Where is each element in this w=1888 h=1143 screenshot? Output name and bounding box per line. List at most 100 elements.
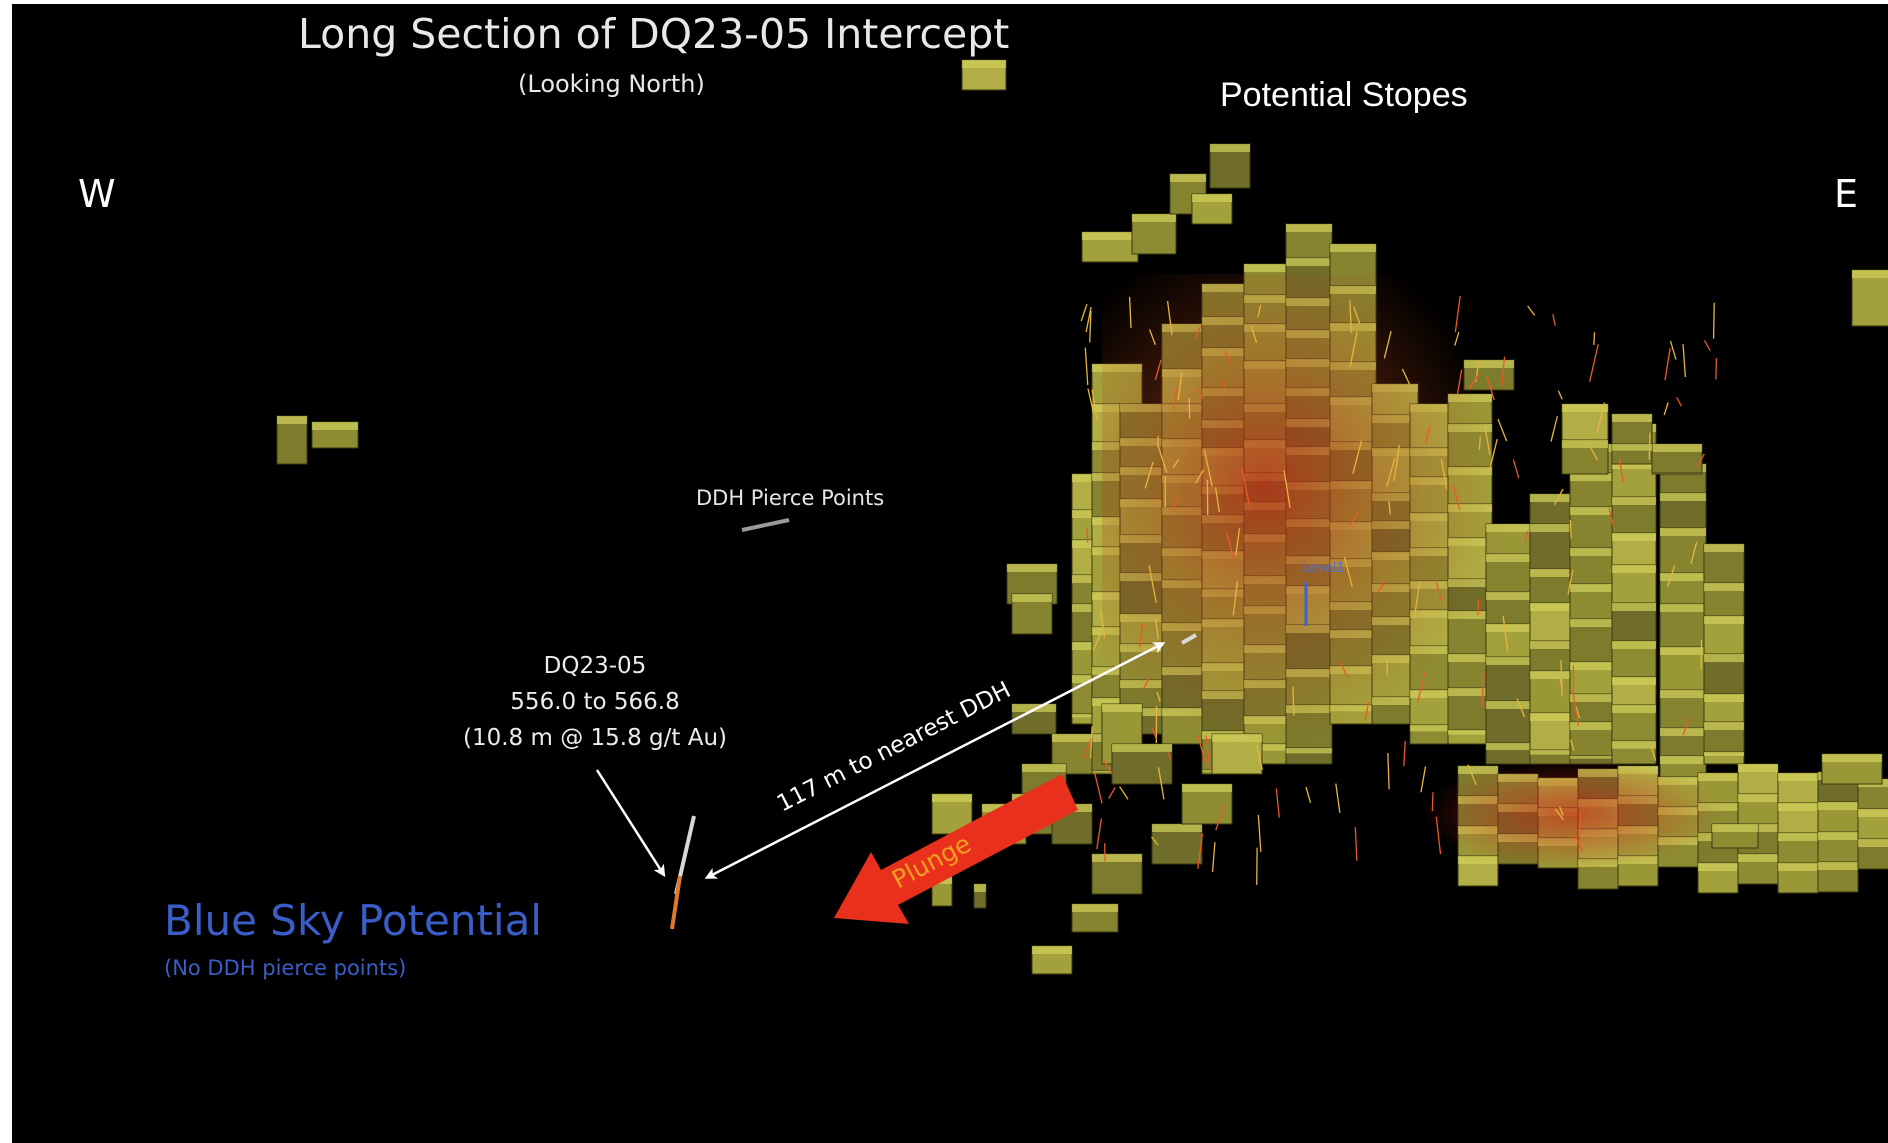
stope-block-top-face bbox=[1704, 752, 1744, 756]
stope-wireframe-line bbox=[1593, 332, 1596, 346]
stope-block-top-face bbox=[1660, 647, 1706, 655]
stope-block-top-face bbox=[1530, 603, 1574, 611]
stope-wireframe-line bbox=[1257, 814, 1262, 853]
distance-label: 117 m to nearest DDH bbox=[773, 677, 1015, 817]
blue-sky-note: (No DDH pierce points) bbox=[164, 956, 407, 980]
stope-wireframe-line bbox=[1203, 449, 1213, 487]
stope-block-top-face bbox=[1562, 404, 1608, 412]
stope-wireframe-line bbox=[1086, 527, 1089, 543]
stope-block-top-face bbox=[1570, 756, 1614, 759]
stope-wireframe-line bbox=[1413, 581, 1421, 619]
stope-wireframe-line bbox=[1467, 764, 1477, 785]
stope-block-top-face bbox=[1286, 224, 1332, 232]
stope-wireframe-line bbox=[1664, 348, 1671, 381]
stope-block-top-face bbox=[1660, 756, 1706, 764]
east-direction-label: E bbox=[1834, 172, 1859, 216]
stope-wireframe-line bbox=[1172, 387, 1178, 411]
stope-block-top-face bbox=[1738, 854, 1778, 862]
stope-block-top-face bbox=[1112, 744, 1172, 752]
stope-wireframe-line bbox=[1388, 500, 1391, 515]
stope-wireframe-line bbox=[1339, 661, 1348, 677]
stope-wireframe-line bbox=[1241, 468, 1251, 506]
stope-wireframe-line bbox=[1349, 300, 1353, 333]
stope-wireframe-line bbox=[1648, 432, 1651, 460]
long-section-canvas: 117 m to nearest DDH Plunge Long Section… bbox=[12, 4, 1888, 1143]
stope-block-top-face bbox=[1652, 444, 1702, 452]
level-label: Level1 bbox=[1302, 561, 1345, 576]
stope-wireframe-line bbox=[1454, 331, 1460, 346]
stope-wireframe-line bbox=[1596, 402, 1606, 434]
stope-block-top-face bbox=[1458, 856, 1498, 864]
stope-wireframe-line bbox=[1250, 326, 1258, 343]
stope-wireframe-line bbox=[1235, 528, 1241, 556]
stope-wireframe-line bbox=[1401, 368, 1411, 385]
stope-wireframe-line bbox=[1100, 609, 1106, 639]
stope-wireframe-line bbox=[1669, 340, 1677, 360]
stope-block-top-face bbox=[1778, 773, 1818, 781]
stope-block-top-face bbox=[1778, 863, 1818, 871]
stope-wireframe-line bbox=[1096, 818, 1103, 850]
stope-wireframe-line bbox=[1194, 325, 1202, 339]
stope-block-top-face bbox=[1530, 750, 1574, 755]
stope-wireframe-line bbox=[1524, 530, 1529, 543]
west-direction-label: W bbox=[78, 172, 116, 216]
stope-block-top-face bbox=[1704, 694, 1744, 702]
stope-wireframe-line bbox=[1715, 358, 1718, 380]
stope-block-top-face bbox=[1660, 604, 1706, 612]
stope-wireframe-line bbox=[1550, 415, 1559, 442]
stope-block-top-face bbox=[1562, 440, 1608, 448]
stope-block-top-face bbox=[1858, 809, 1888, 817]
stope-wireframe-line bbox=[1232, 580, 1239, 616]
stope-block-top-face bbox=[1152, 824, 1202, 832]
stope-wireframe-line bbox=[1456, 369, 1463, 395]
stope-block-top-face bbox=[1698, 773, 1738, 781]
stope-block-top-face bbox=[1660, 573, 1706, 581]
stope-block-top-face bbox=[1570, 507, 1614, 515]
stope-wireframe-line bbox=[1666, 565, 1676, 588]
stope-wireframe-line bbox=[1452, 484, 1461, 510]
stope-grade-heat-lower bbox=[1422, 759, 1722, 869]
stope-wireframe-line bbox=[1618, 457, 1624, 482]
stope-wireframe-line bbox=[1712, 302, 1715, 339]
drillhole-name: DQ23-05 bbox=[543, 653, 647, 679]
stope-wireframe-line bbox=[1480, 671, 1485, 709]
stope-wireframe-line bbox=[1215, 804, 1226, 831]
stope-wireframe-line bbox=[1663, 402, 1669, 416]
stope-block-top-face bbox=[1007, 564, 1057, 572]
stope-wireframe-line bbox=[1197, 833, 1204, 869]
stope-wireframe-line bbox=[1469, 373, 1480, 389]
stope-wireframe-line bbox=[1292, 686, 1295, 716]
stope-wireframe-line bbox=[1589, 344, 1599, 382]
stope-wireframe-line bbox=[1226, 532, 1235, 559]
stope-block-top-face bbox=[1612, 705, 1656, 713]
stope-block-top-face bbox=[1530, 671, 1574, 679]
stope-wireframe-line bbox=[1512, 459, 1520, 479]
stope-wireframe-line bbox=[1424, 425, 1431, 445]
stope-wireframe-line bbox=[1094, 772, 1103, 804]
stope-block-top-face bbox=[1032, 946, 1072, 954]
stope-wireframe-line bbox=[1205, 735, 1211, 770]
stope-block-top-face bbox=[1570, 619, 1614, 627]
stope-block-top-face bbox=[1612, 603, 1656, 611]
stope-block-top-face bbox=[1738, 794, 1778, 802]
stope-wireframe-line bbox=[1214, 487, 1220, 513]
stope-wireframe-line bbox=[1569, 520, 1572, 540]
stope-wireframe-line bbox=[1352, 440, 1363, 474]
stope-wireframe-line bbox=[1420, 766, 1427, 793]
stope-wireframe-line bbox=[1085, 306, 1092, 333]
stope-wireframe-line bbox=[1575, 706, 1581, 719]
stope-block-top-face bbox=[1244, 264, 1290, 272]
stope-wireframe-line bbox=[1497, 418, 1508, 442]
stope-block-top-face bbox=[1182, 784, 1232, 792]
stope-block-top-face bbox=[1192, 194, 1232, 202]
stope-wireframe-line bbox=[1195, 469, 1205, 484]
stope-block-top-face bbox=[1660, 528, 1706, 536]
stope-wireframe-line bbox=[1157, 444, 1168, 473]
stope-block-top-face bbox=[1570, 722, 1614, 730]
stope-block-top-face bbox=[1660, 493, 1706, 501]
stope-block-top-face bbox=[1132, 214, 1176, 222]
stope-wireframe-line bbox=[1387, 753, 1390, 790]
nearest-ddh-pierce-point bbox=[1181, 633, 1197, 645]
stope-block-top-face bbox=[1660, 690, 1706, 698]
page-title: Long Section of DQ23-05 Intercept bbox=[298, 10, 1010, 58]
